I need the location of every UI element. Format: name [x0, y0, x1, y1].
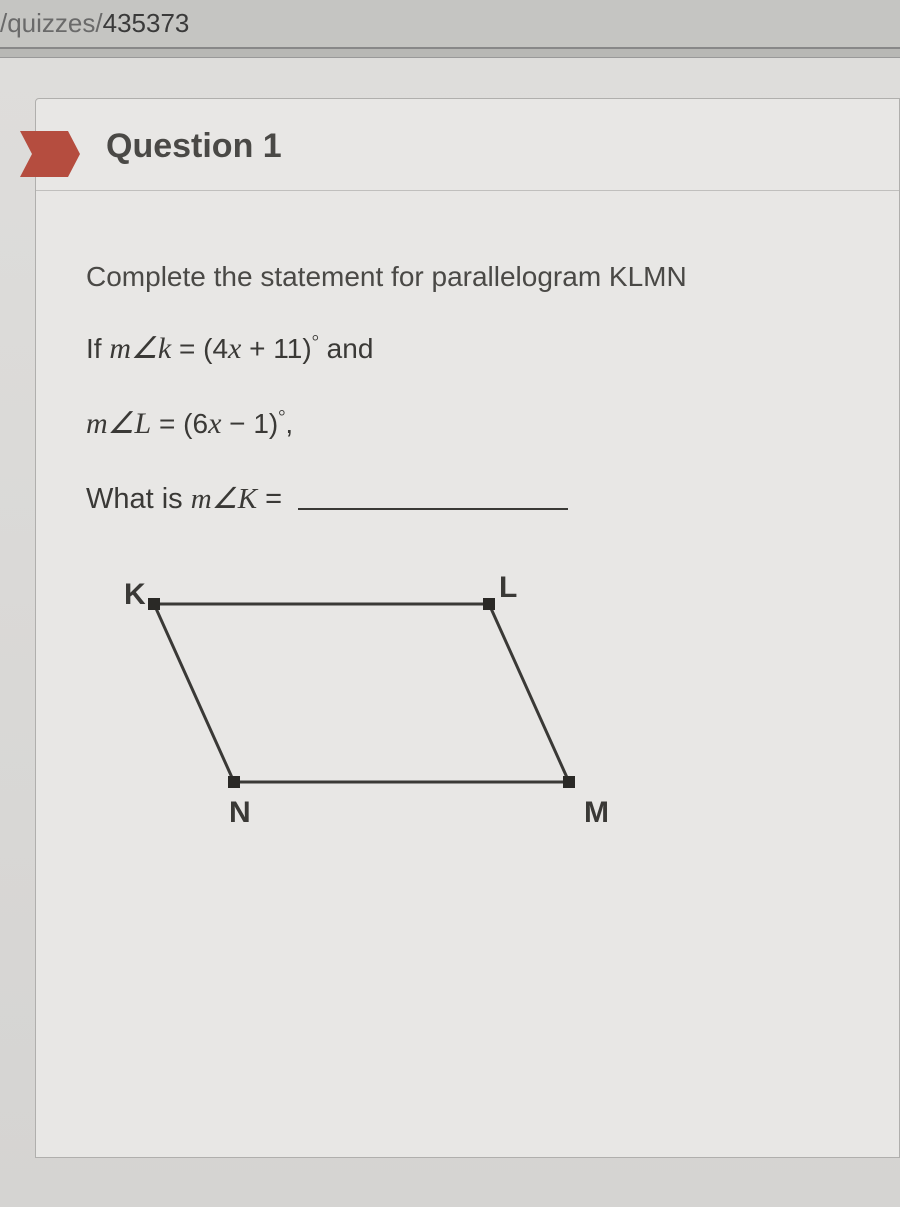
url-id: 435373: [103, 8, 190, 38]
url-bar: /quizzes/435373: [0, 0, 900, 49]
url-path: /quizzes/: [0, 8, 103, 38]
given-angle-l: m∠L = (6x − 1)°,: [86, 406, 869, 441]
quiz-page: Question 1 Complete the statement for pa…: [0, 57, 900, 1207]
question-title: Question 1: [106, 127, 869, 166]
parallelogram-diagram: K L N M: [94, 564, 654, 844]
question-body: Complete the statement for parallelogram…: [36, 191, 899, 874]
question-header: Question 1: [36, 99, 899, 191]
svg-text:M: M: [584, 796, 609, 829]
svg-text:K: K: [124, 578, 146, 611]
question-prompt: Complete the statement for parallelogram…: [86, 261, 869, 293]
given-angle-k: If m∠k = (4x + 11)° and: [86, 331, 869, 366]
svg-text:L: L: [499, 571, 517, 604]
answer-blank[interactable]: [298, 506, 568, 510]
answer-prompt: What is m∠K =: [86, 481, 869, 516]
question-card: Question 1 Complete the statement for pa…: [35, 98, 900, 1158]
svg-text:N: N: [229, 796, 251, 829]
